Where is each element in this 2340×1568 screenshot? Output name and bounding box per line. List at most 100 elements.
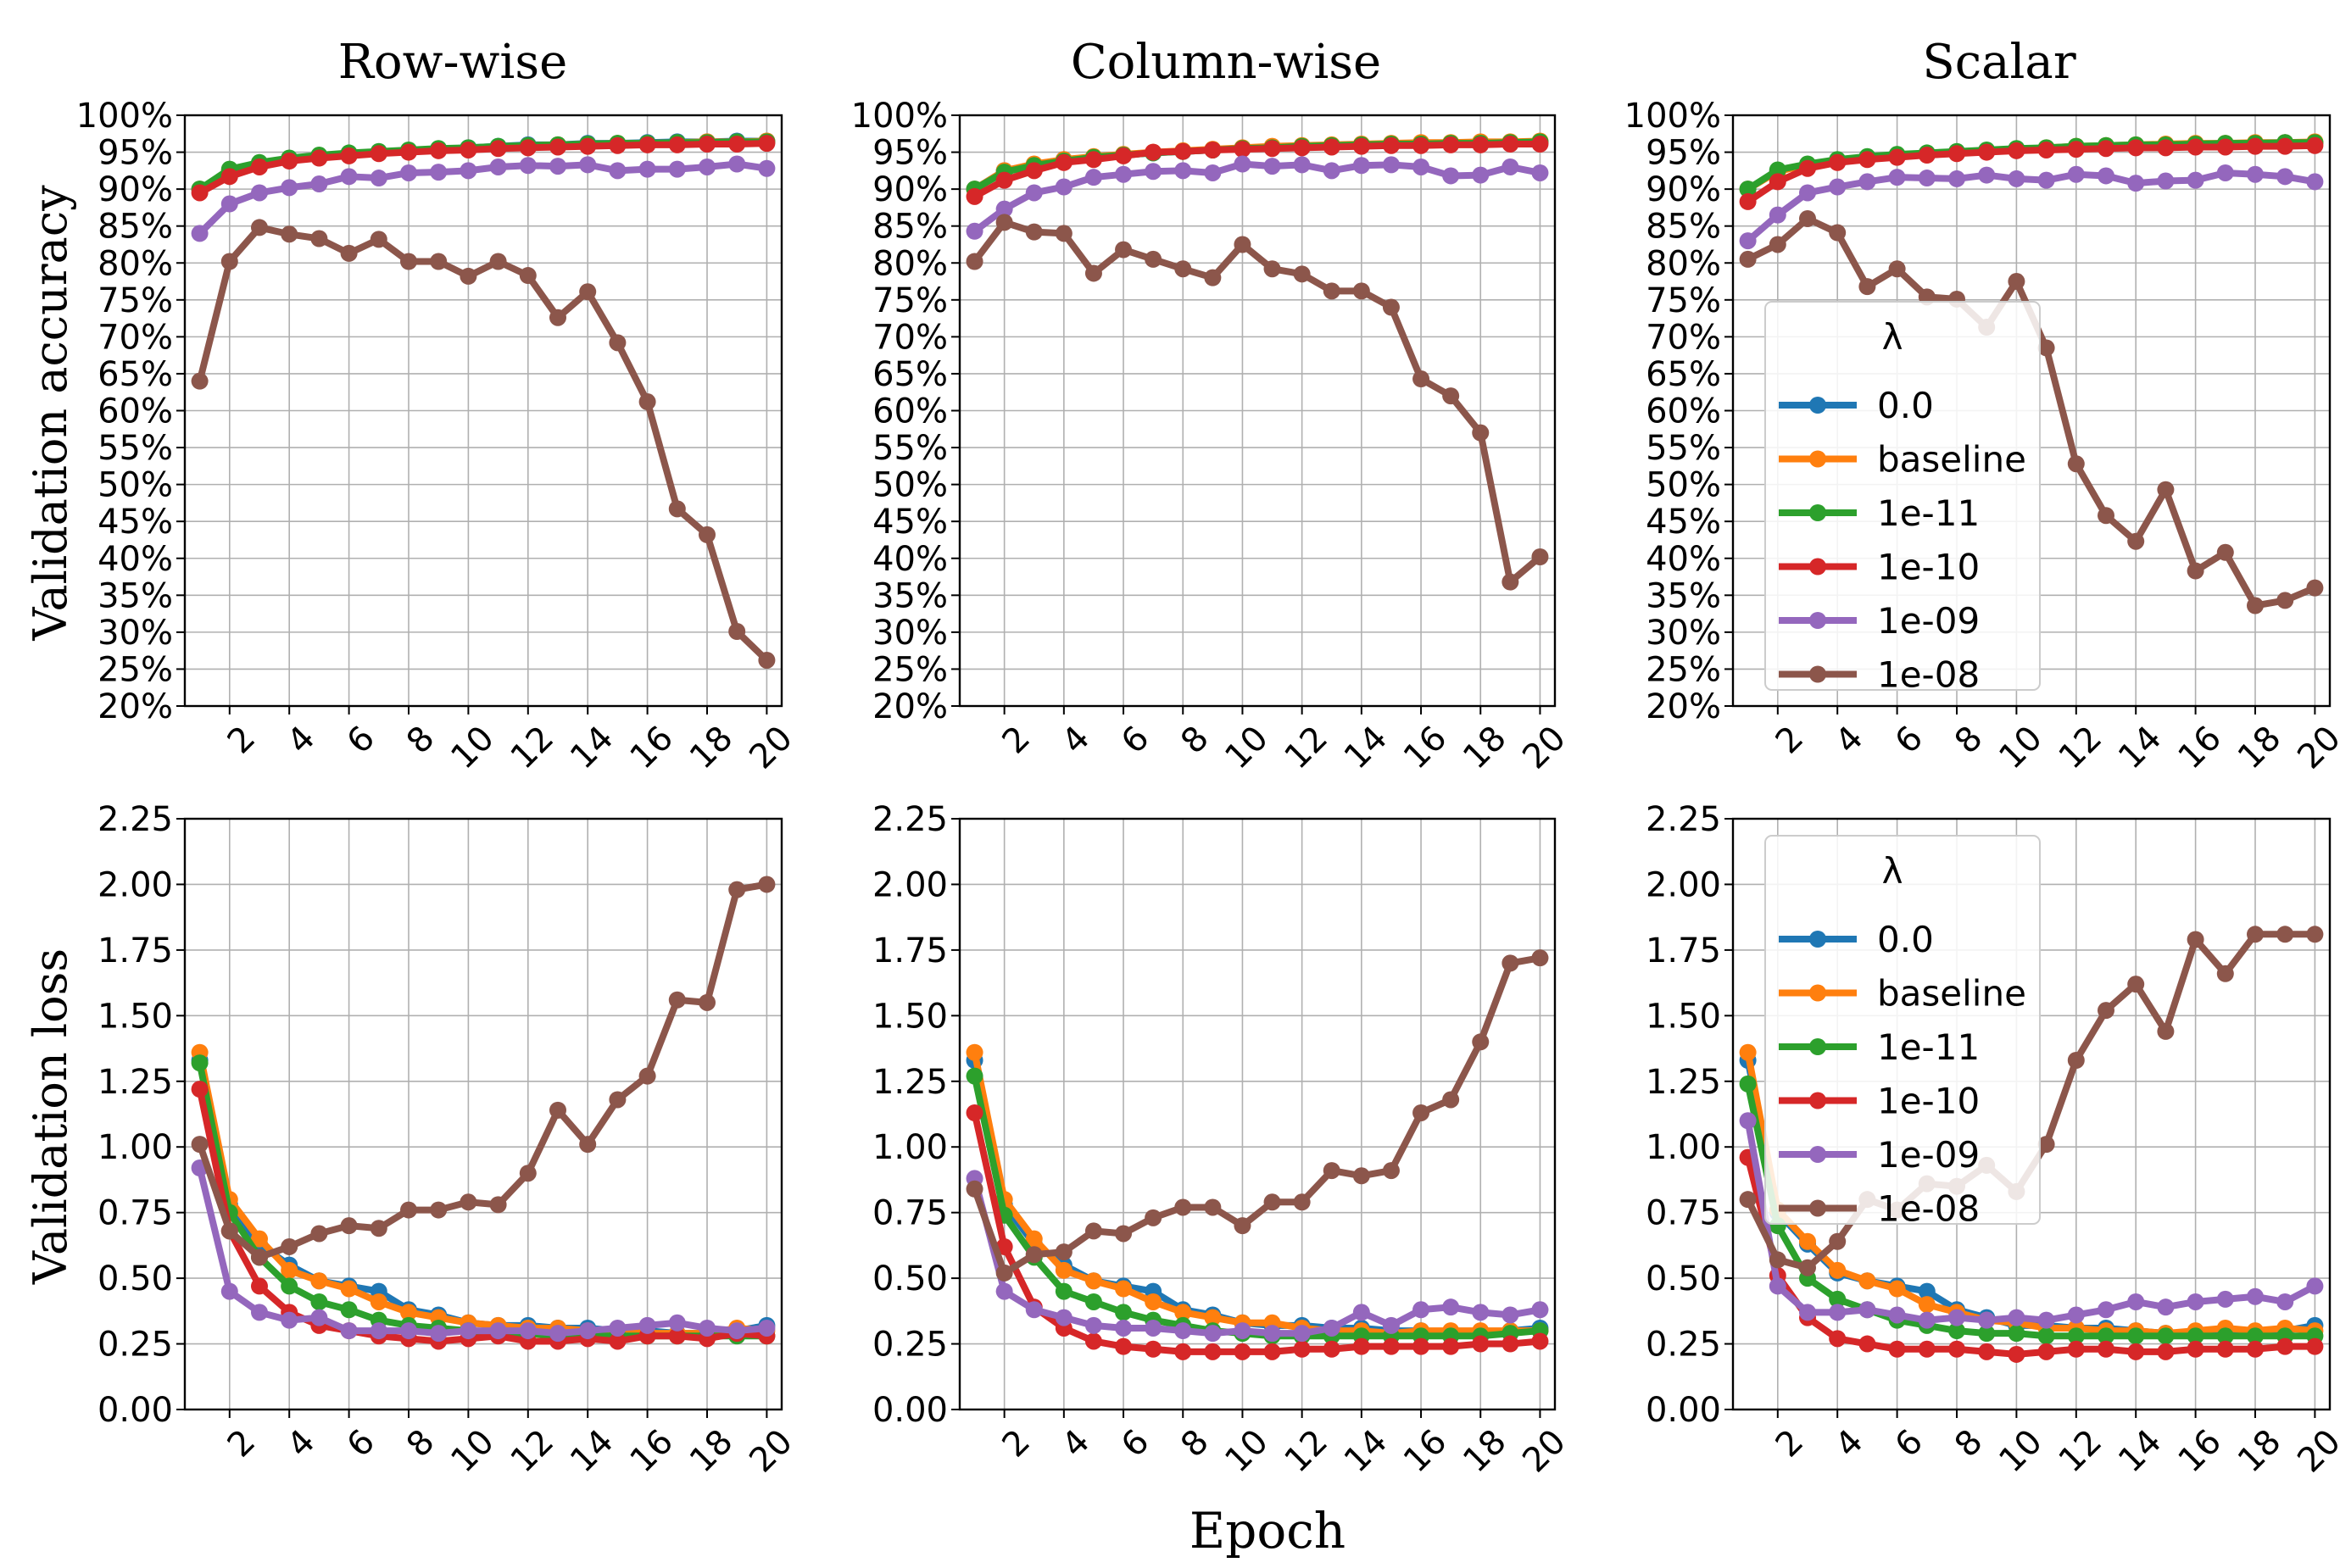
point-1e-10 [1978,1343,1996,1360]
point-1e-10 [1204,1343,1222,1360]
y-tick-label: 80% [872,244,948,283]
legend-label-0-0: 0.0 [1877,919,1934,960]
point-1e-10 [1293,1340,1311,1358]
point-1e-08 [430,253,448,270]
point-1e-10 [1739,192,1757,210]
x-tick-label: 2 [220,719,264,762]
y-tick-label: 0.25 [872,1326,948,1365]
x-tick-label: 12 [1278,1422,1336,1481]
point-1e-09 [1055,178,1072,196]
x-tick-label: 12 [504,1422,562,1481]
point-1e-08 [2276,926,2294,943]
point-1e-09 [1174,162,1192,180]
point-1e-08 [489,253,507,270]
y-tick-label: 0.25 [1646,1326,1721,1365]
point-1e-08 [758,651,776,669]
point-1e-08 [1293,265,1311,283]
y-tick-label: 75% [1646,281,1721,320]
point-1e-09 [2037,171,2055,189]
point-1e-10 [489,140,507,158]
point-1e-10 [310,149,328,167]
point-1e-10 [1145,1340,1162,1358]
y-tick-label: 80% [1646,244,1721,283]
x-tick-label: 14 [2111,719,2170,777]
point-1e-10 [2037,141,2055,158]
x-tick-label: 16 [2171,719,2230,777]
point-1e-08 [370,1220,387,1237]
x-tick-label: 12 [1278,719,1336,777]
y-tick-label: 65% [98,355,173,394]
legend-marker-1e-08 [1809,1199,1826,1217]
x-tick-label: 20 [2290,1422,2340,1481]
y-tick-label: 1.75 [1646,931,1721,970]
point-1e-10 [1145,143,1162,161]
point-1e-09 [1323,162,1340,180]
point-1e-10 [1918,1340,1936,1358]
legend-marker-0-0 [1809,931,1826,948]
x-tick-label: 4 [280,1422,323,1465]
point-1e-08 [2247,926,2264,943]
x-tick-label: 4 [1055,719,1098,762]
point-baseline [251,1230,268,1248]
x-tick-label: 16 [1396,1422,1455,1481]
point-1e-09 [1442,1298,1460,1316]
point-1e-10 [668,136,686,153]
point-1e-09 [430,164,448,181]
y-tick-label: 70% [1646,318,1721,357]
point-1e-08 [1442,1091,1460,1109]
y-tick-label: 45% [872,503,948,542]
point-1e-09 [1025,184,1043,202]
point-1e-10 [1352,137,1370,155]
point-1e-08 [699,525,716,543]
point-1e-09 [251,1304,268,1321]
point-1e-11 [340,1301,358,1319]
x-tick-label: 10 [1217,1422,1276,1481]
y-tick-label: 1.00 [1646,1128,1721,1167]
point-1e-11 [2216,1327,2234,1345]
column-title-scalar: Scalar [1922,35,2075,90]
x-tick-label: 14 [2111,1422,2170,1481]
y-tick-label: 1.75 [872,931,948,970]
point-1e-08 [2276,592,2294,609]
point-1e-08 [2157,1022,2175,1040]
y-tick-label: 0.00 [1646,1391,1721,1430]
y-tick-label: 0.50 [98,1259,173,1298]
x-tick-label: 8 [1173,719,1217,762]
point-1e-09 [1382,156,1400,174]
point-1e-09 [1412,158,1430,175]
x-tick-label: 14 [1337,1422,1396,1481]
point-1e-08 [1531,949,1549,967]
point-1e-09 [2276,168,2294,186]
point-1e-08 [1263,1193,1281,1211]
point-1e-10 [1234,1343,1251,1360]
legend-label-baseline: baseline [1877,439,2026,481]
legend-marker-1e-08 [1809,665,1826,683]
point-1e-09 [2306,1277,2324,1295]
point-1e-08 [728,623,746,641]
y-tick-label: 20% [872,687,948,726]
point-1e-11 [1055,1282,1072,1300]
point-1e-09 [1115,1319,1133,1337]
point-1e-10 [1442,1337,1460,1355]
point-1e-09 [1531,164,1549,181]
point-1e-10 [1858,151,1876,169]
point-1e-08 [1323,282,1340,300]
point-1e-10 [1174,1343,1192,1360]
x-tick-label: 18 [682,719,741,777]
point-1e-08 [2306,926,2324,943]
point-1e-10 [1263,1343,1281,1360]
y-tick-label: 1.25 [1646,1063,1721,1102]
legend-marker-1e-11 [1809,504,1826,521]
x-tick-label: 6 [1888,719,1931,762]
legend-label-1e-11: 1e-11 [1877,1026,1980,1068]
point-1e-09 [2216,1290,2234,1308]
point-1e-10 [1382,1337,1400,1355]
point-1e-09 [1858,173,1876,191]
x-tick-label: 10 [443,1422,502,1481]
y-tick-label: 25% [1646,650,1721,689]
legend: λ 0.0 baseline 1e-11 1e-10 1e-09 1e-08 [1764,835,2041,1230]
point-1e-08 [609,1091,627,1109]
point-1e-11 [2157,1327,2175,1345]
row-label-loss: Validation loss [24,948,77,1285]
series-line-1e-10 [196,1086,771,1345]
